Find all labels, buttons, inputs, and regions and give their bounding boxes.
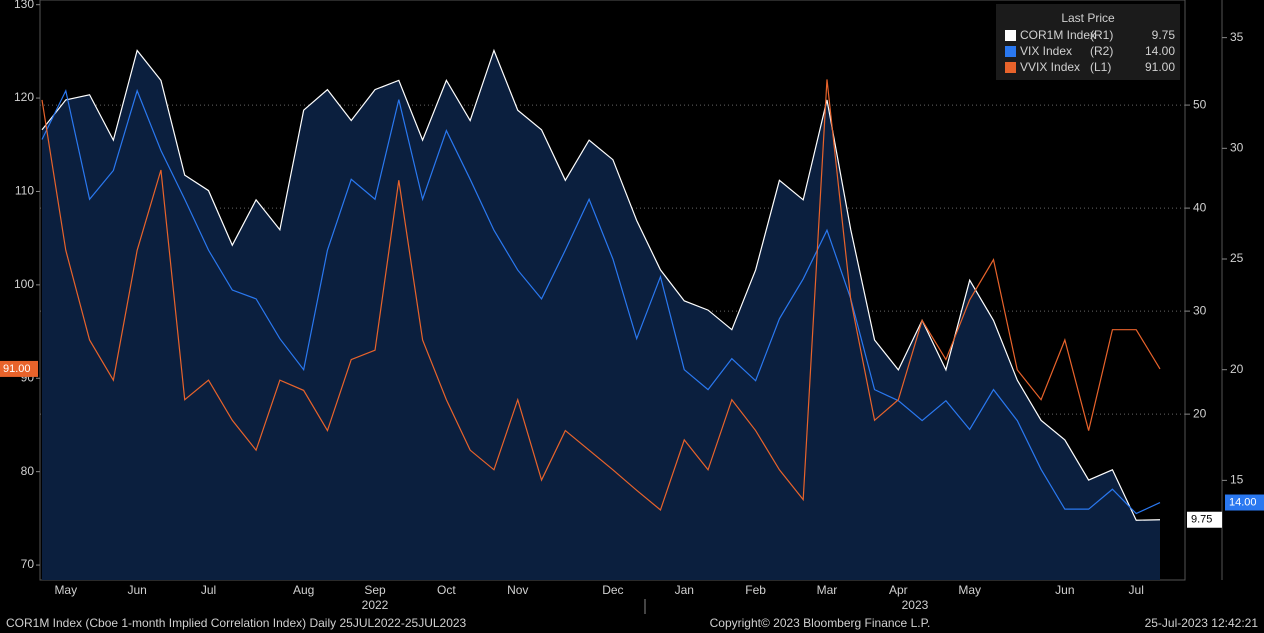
x-tick-label: May bbox=[54, 583, 77, 597]
y-tick-label: 120 bbox=[14, 90, 34, 104]
series-line bbox=[41, 79, 1161, 511]
x-tick-label: Apr bbox=[889, 583, 908, 597]
series-line bbox=[41, 88, 1161, 515]
y2-tick-label: 20 bbox=[1193, 406, 1207, 420]
y3-tick-label: 20 bbox=[1230, 362, 1244, 376]
year-label: 2022 bbox=[362, 598, 389, 612]
y-tick-label: 80 bbox=[21, 464, 35, 478]
y-tick-label: 130 bbox=[14, 0, 34, 11]
legend-axis: (R2) bbox=[1090, 44, 1113, 58]
x-tick-label: Jun bbox=[127, 583, 146, 597]
legend-box bbox=[996, 4, 1180, 80]
x-tick-label: Mar bbox=[817, 583, 838, 597]
x-tick-label: Jul bbox=[1129, 583, 1144, 597]
x-tick-label: Jul bbox=[201, 583, 216, 597]
y-tick-label: 100 bbox=[14, 277, 34, 291]
y3-tick-label: 25 bbox=[1230, 251, 1244, 265]
x-tick-label: Dec bbox=[602, 583, 623, 597]
x-tick-label: Aug bbox=[293, 583, 314, 597]
legend-value: 91.00 bbox=[1145, 60, 1175, 74]
area bbox=[42, 50, 1160, 581]
footer-left: COR1M Index (Cboe 1-month Implied Correl… bbox=[6, 616, 467, 630]
legend-swatch bbox=[1005, 46, 1016, 57]
last-tag bbox=[1225, 494, 1264, 511]
legend-axis: (L1) bbox=[1090, 60, 1111, 74]
legend-swatch bbox=[1005, 30, 1016, 41]
footer-center: Copyright© 2023 Bloomberg Finance L.P. bbox=[710, 616, 931, 630]
y-tick-label: 70 bbox=[21, 557, 35, 571]
y2-tick-label: 30 bbox=[1193, 303, 1207, 317]
y3-tick-label: 15 bbox=[1230, 473, 1244, 487]
year-label: 2023 bbox=[902, 598, 929, 612]
last-tag bbox=[0, 360, 38, 377]
legend-name: COR1M Index bbox=[1020, 28, 1096, 42]
x-tick-label: Oct bbox=[437, 583, 456, 597]
legend-value: 9.75 bbox=[1152, 28, 1176, 42]
legend-name: VIX Index bbox=[1020, 44, 1072, 58]
legend-swatch bbox=[1005, 62, 1016, 73]
x-tick-label: Feb bbox=[745, 583, 766, 597]
footer-right: 25-Jul-2023 12:42:21 bbox=[1145, 616, 1259, 630]
last-tag-label: 14.00 bbox=[1229, 496, 1257, 508]
y-tick-label: 110 bbox=[15, 184, 34, 198]
y3-tick-label: 30 bbox=[1230, 140, 1244, 154]
series-line bbox=[41, 48, 1161, 521]
x-tick-label: May bbox=[958, 583, 981, 597]
legend-axis: (R1) bbox=[1090, 28, 1113, 42]
last-tag-label: 91.00 bbox=[3, 363, 31, 375]
x-tick-label: Jun bbox=[1055, 583, 1074, 597]
legend-name: VVIX Index bbox=[1020, 60, 1080, 74]
y2-tick-label: 40 bbox=[1193, 200, 1207, 214]
x-tick-label: Jan bbox=[675, 583, 694, 597]
y3-tick-label: 35 bbox=[1230, 30, 1244, 44]
legend-title: Last Price bbox=[1061, 11, 1115, 25]
legend-value: 14.00 bbox=[1145, 44, 1175, 58]
last-tag bbox=[1187, 511, 1222, 528]
last-tag-label: 9.75 bbox=[1191, 514, 1212, 526]
x-tick-label: Sep bbox=[364, 583, 386, 597]
y2-tick-label: 50 bbox=[1193, 97, 1207, 111]
x-tick-label: Nov bbox=[507, 583, 528, 597]
